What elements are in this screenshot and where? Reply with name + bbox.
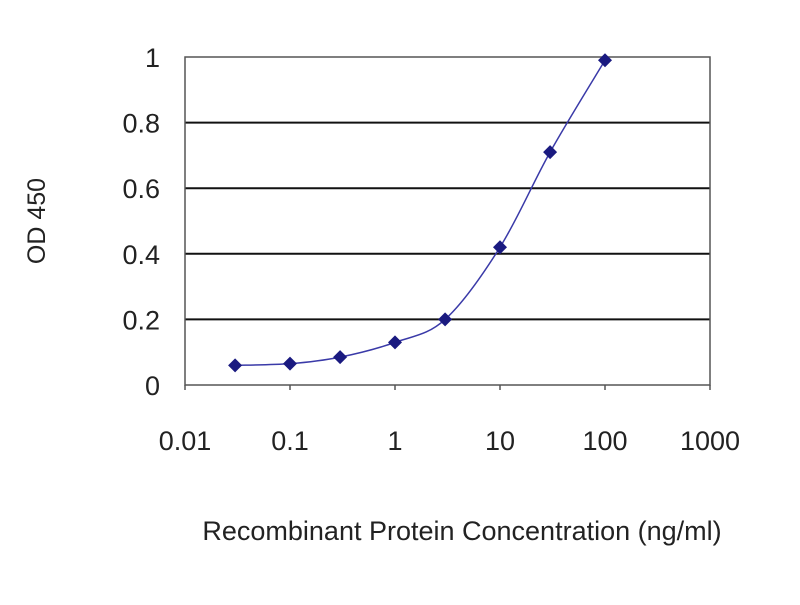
x-tick-label: 1000 (680, 426, 740, 456)
y-tick-label: 0.4 (122, 240, 160, 270)
x-tick-label: 0.1 (271, 426, 309, 456)
data-point (438, 312, 453, 327)
x-tick-label: 10 (485, 426, 515, 456)
data-point (283, 356, 297, 371)
data-point (333, 350, 348, 365)
y-axis-label: OD 450 (23, 178, 51, 264)
x-tick-label: 0.01 (159, 426, 212, 456)
y-tick-label: 0 (145, 371, 160, 401)
data-point (598, 53, 612, 68)
x-tick-label: 1 (387, 426, 402, 456)
y-tick-label: 0.8 (122, 109, 160, 139)
data-point (228, 358, 243, 373)
data-point (543, 145, 558, 160)
plot-area (184, 56, 711, 386)
x-axis-label: Recombinant Protein Concentration (ng/ml… (202, 516, 721, 546)
data-point (388, 335, 402, 350)
y-tick-label: 0.2 (122, 305, 160, 335)
x-tick-label: 100 (582, 426, 627, 456)
y-tick-label: 1 (145, 43, 160, 73)
data-point (493, 240, 507, 255)
y-tick-label: 0.6 (122, 174, 160, 204)
